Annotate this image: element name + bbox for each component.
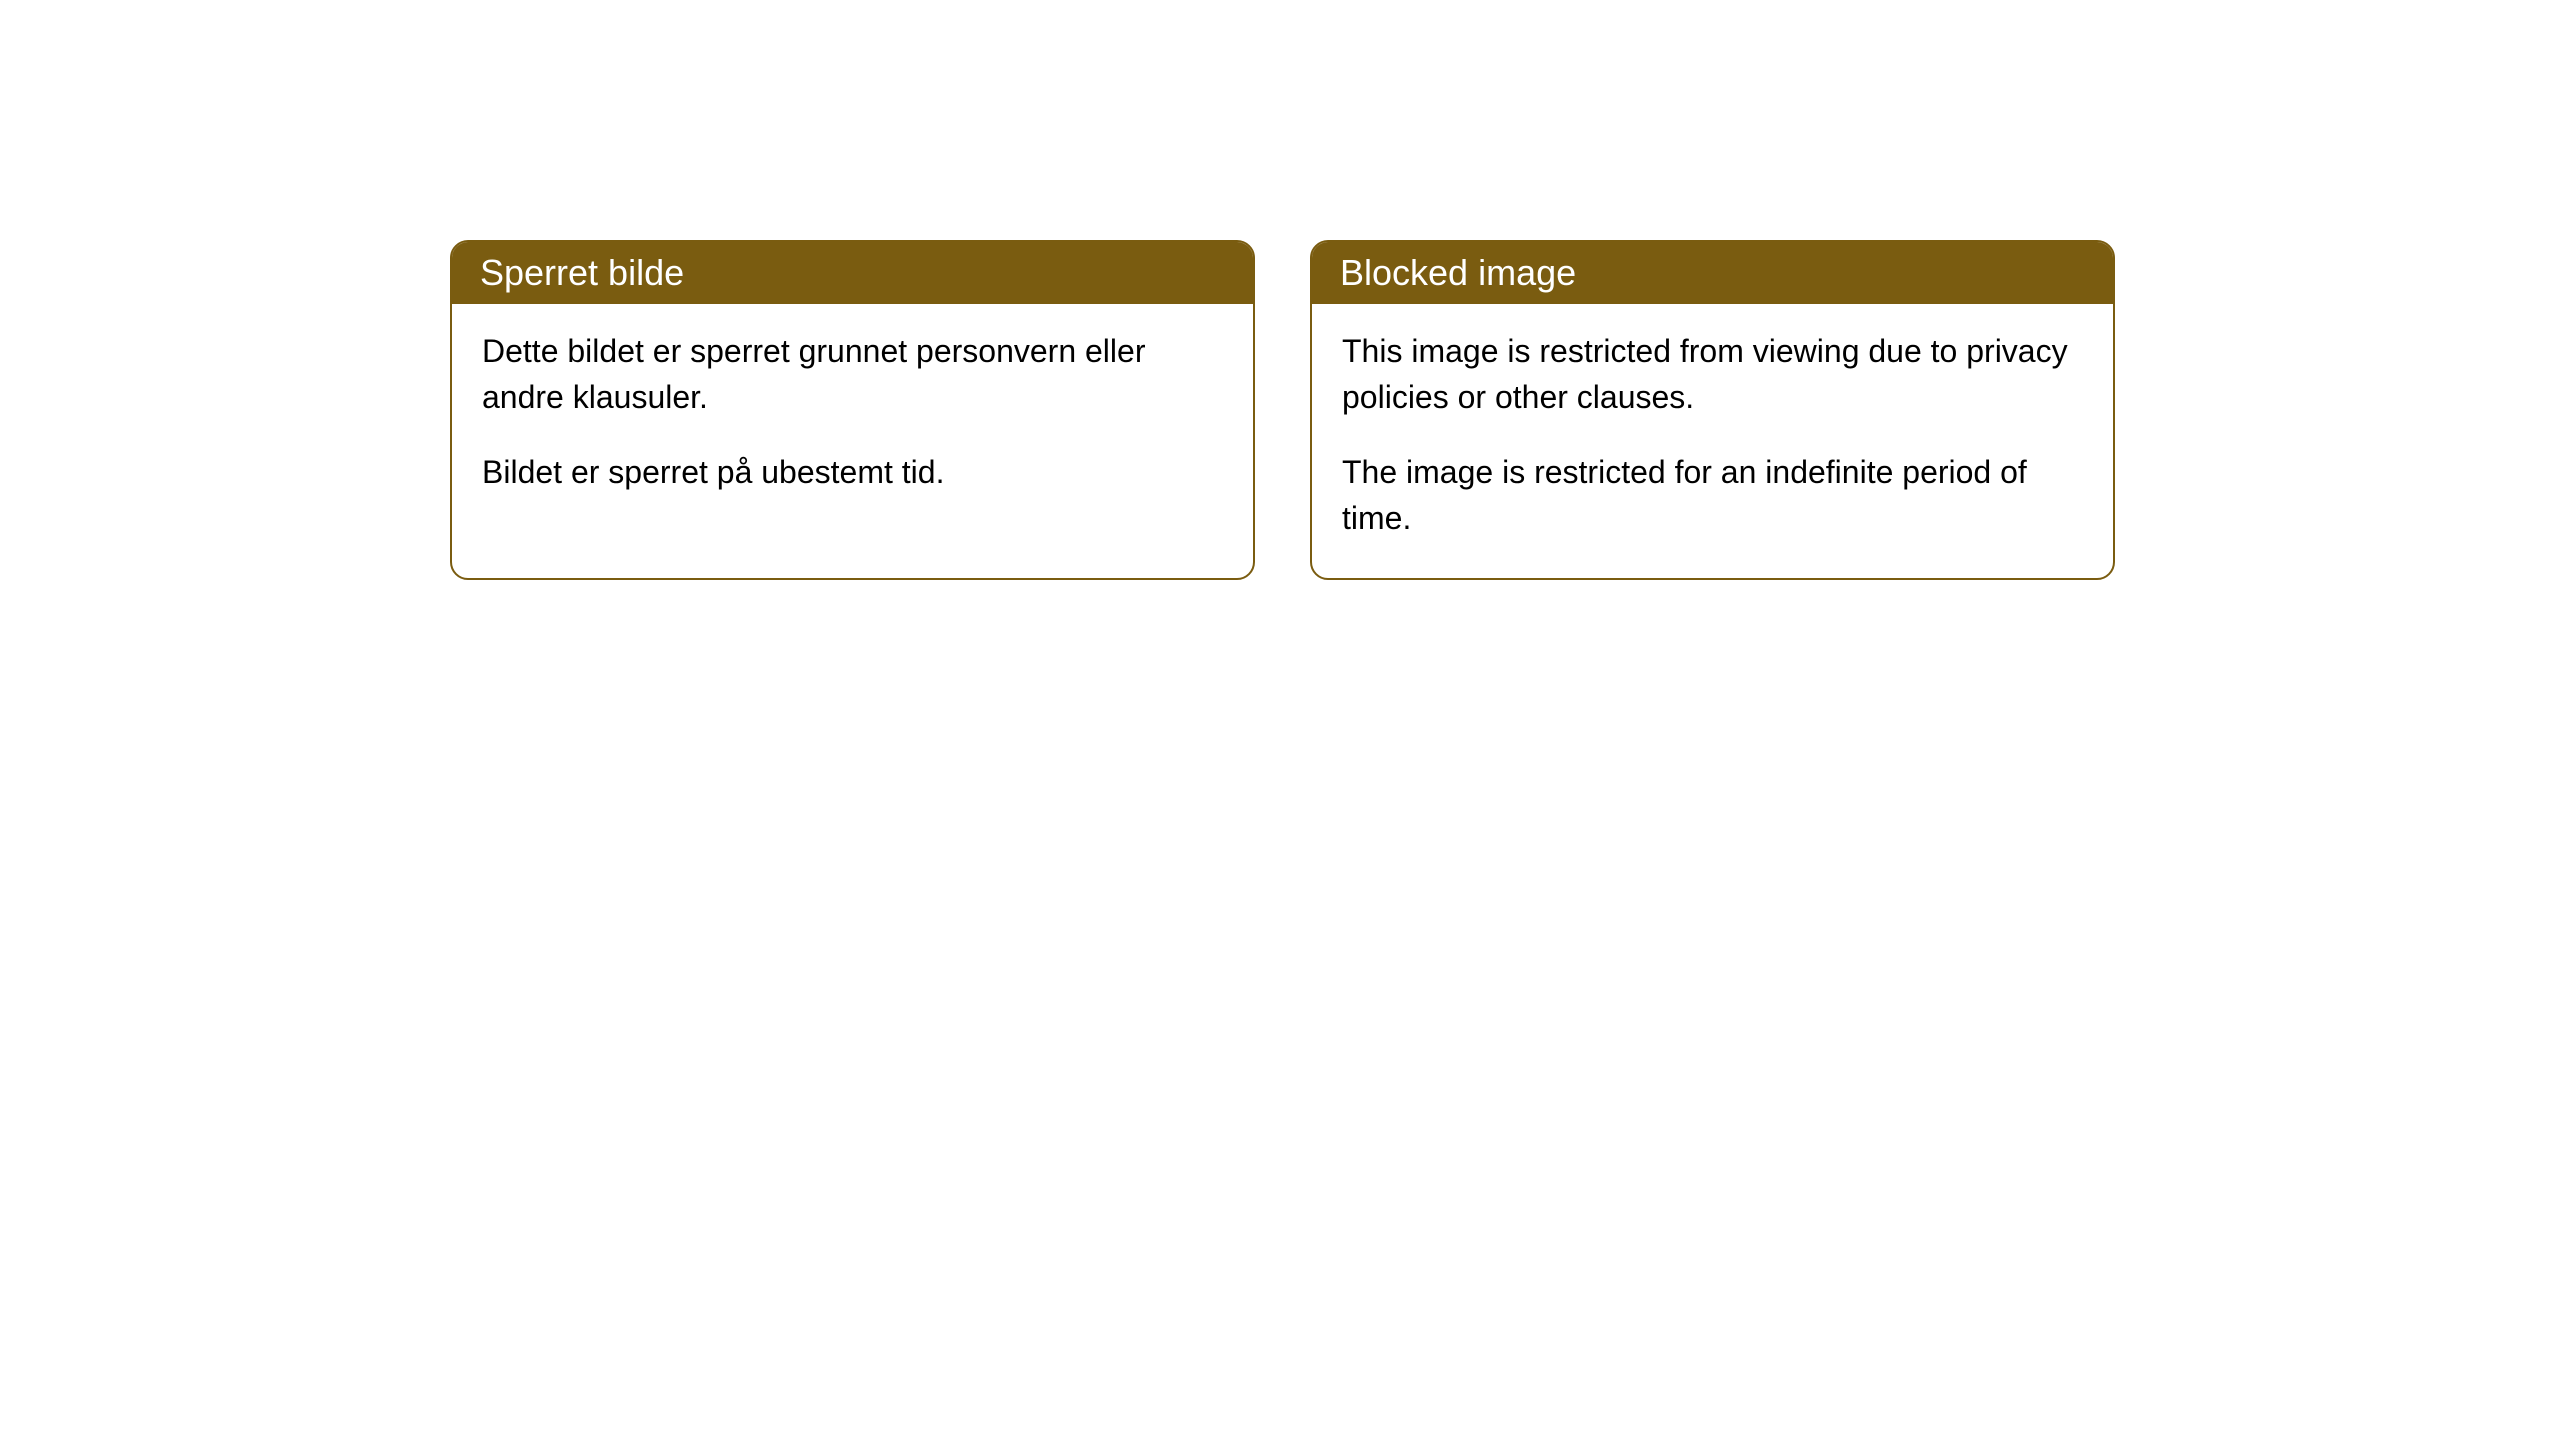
notice-cards-container: Sperret bilde Dette bildet er sperret gr…: [450, 240, 2115, 580]
card-title: Sperret bilde: [480, 252, 684, 293]
card-title: Blocked image: [1340, 252, 1576, 293]
notice-text-line-2: The image is restricted for an indefinit…: [1342, 449, 2083, 542]
notice-text-line-1: This image is restricted from viewing du…: [1342, 328, 2083, 421]
notice-text-line-1: Dette bildet er sperret grunnet personve…: [482, 328, 1223, 421]
notice-card-norwegian: Sperret bilde Dette bildet er sperret gr…: [450, 240, 1255, 580]
card-header: Blocked image: [1312, 242, 2113, 304]
card-body: Dette bildet er sperret grunnet personve…: [452, 304, 1253, 531]
notice-text-line-2: Bildet er sperret på ubestemt tid.: [482, 449, 1223, 495]
card-body: This image is restricted from viewing du…: [1312, 304, 2113, 578]
notice-card-english: Blocked image This image is restricted f…: [1310, 240, 2115, 580]
card-header: Sperret bilde: [452, 242, 1253, 304]
